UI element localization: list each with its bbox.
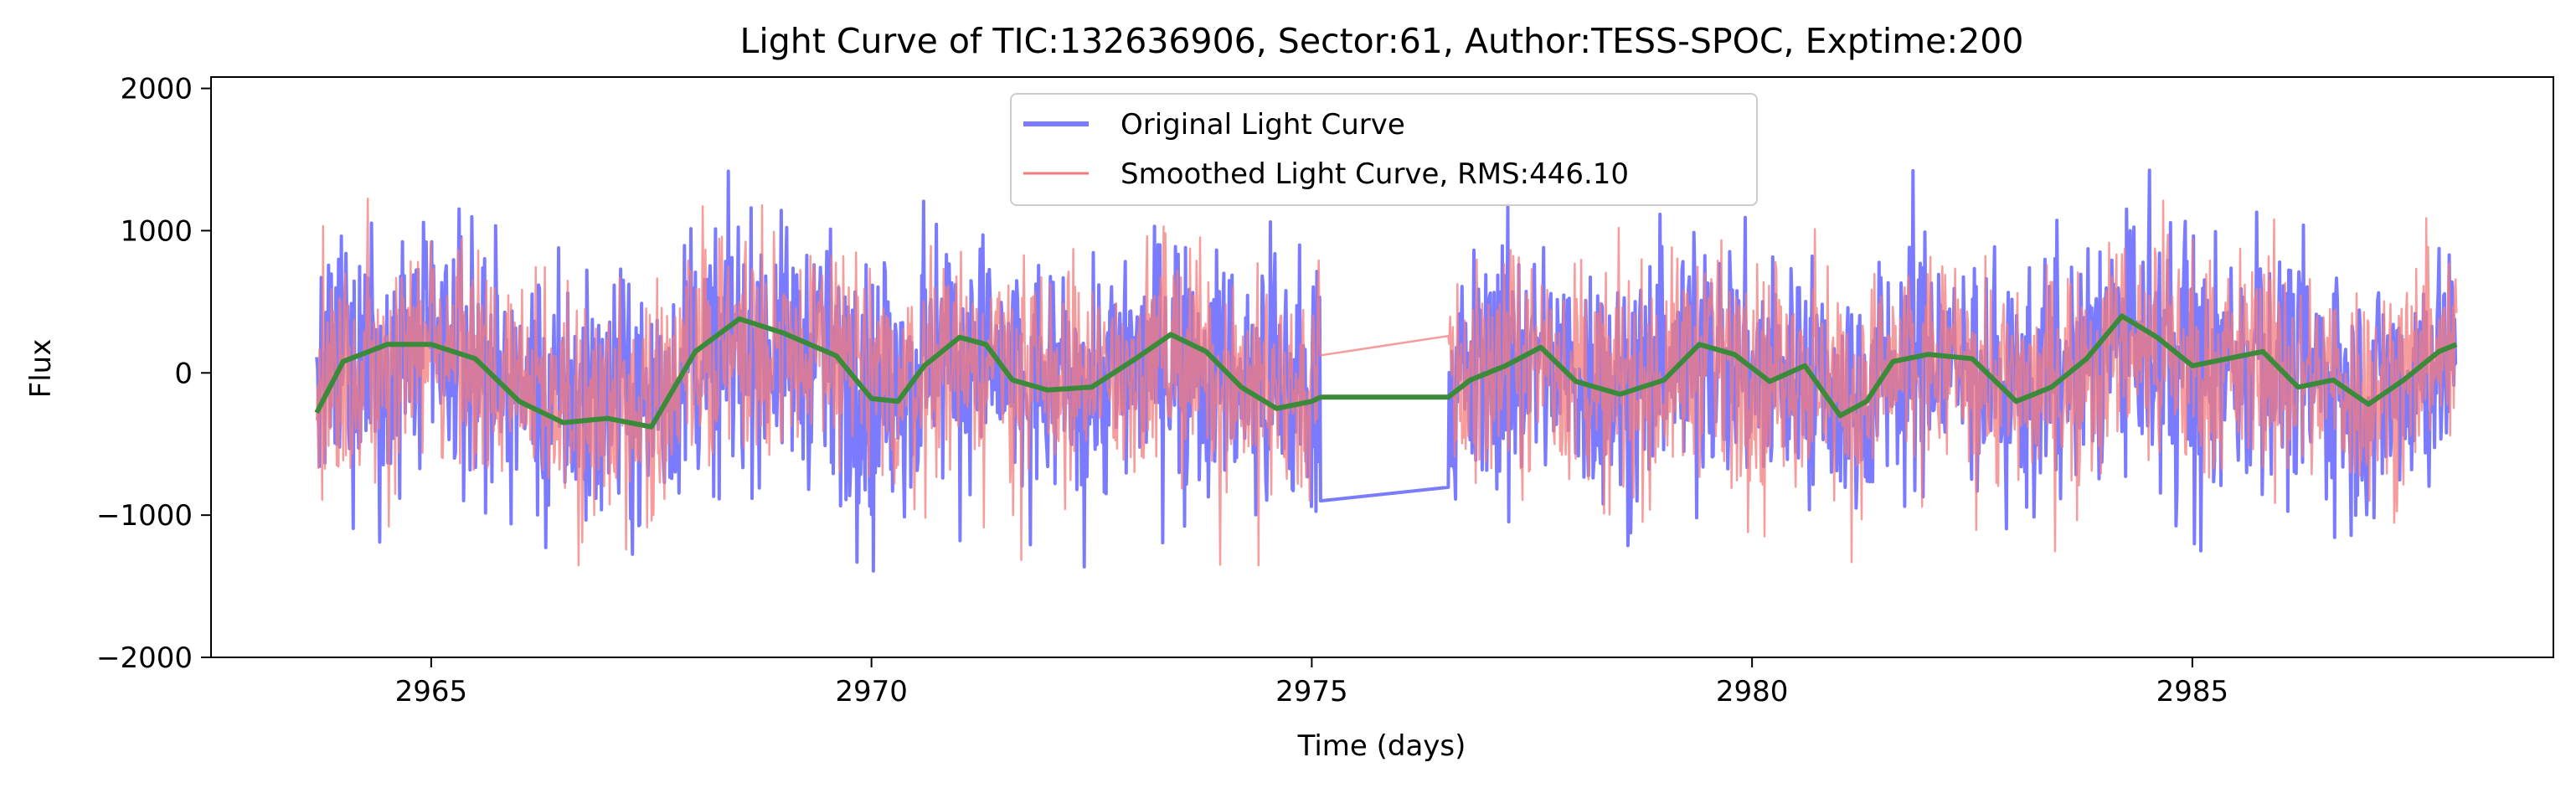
y-axis-title: Flux [24,339,58,399]
legend-label-original: Original Light Curve [1121,108,1405,142]
x-axis-title: Time (days) [1297,729,1466,763]
y-tick-label: 2000 [120,73,193,106]
plot-frame [210,76,2554,658]
legend: Original Light Curve Smoothed Light Curv… [1010,93,1758,206]
legend-box [1010,93,1758,206]
plot-area [210,76,2554,658]
chart-title: Light Curve of TIC:132636906, Sector:61,… [740,21,2024,61]
x-tick-label: 2985 [2156,675,2229,708]
x-tick-label: 2975 [1275,675,1348,708]
legend-label-smoothed: Smoothed Light Curve, RMS:446.10 [1121,157,1629,191]
x-tick-label: 2965 [395,675,468,708]
x-axis: 2965 2970 2975 2980 2985 [395,657,2229,708]
series-layer [314,168,2458,573]
y-axis: −2000 −1000 0 1000 2000 [96,73,211,675]
series-smoothed-light-curve [315,197,2458,567]
x-tick-label: 2980 [1716,675,1789,708]
y-tick-label: −1000 [96,499,193,533]
y-tick-label: 1000 [120,214,193,248]
series-trend [314,313,2458,430]
y-tick-label: 0 [174,357,193,390]
y-tick-label: −2000 [96,641,193,675]
x-tick-label: 2970 [835,675,908,708]
